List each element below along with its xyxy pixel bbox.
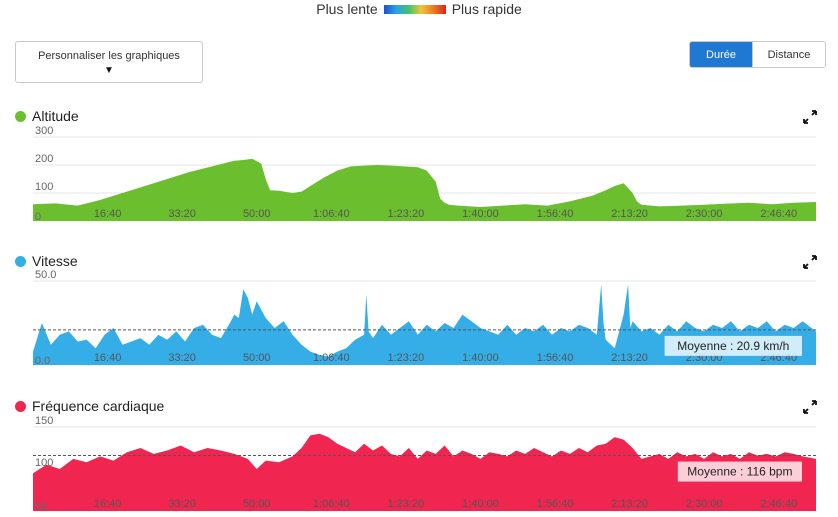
speed-x-tick-label: 1:06:40 — [313, 352, 350, 364]
speed-chart: Vitesse 0.0 50.0 16:40 33:20 50:00 1:06:40 1:2… — [0, 253, 838, 370]
altitude-y-tick-label: 100 — [35, 181, 53, 193]
altitude-chart-title: Altitude — [15, 108, 79, 124]
heart-rate-chart-title: Fréquence cardiaque — [15, 398, 164, 414]
heart-rate-y-tick-label: 100 — [35, 457, 53, 469]
heart-rate-x-tick-label: 1:56:40 — [537, 498, 574, 510]
speed-gradient-bar — [383, 4, 446, 14]
speed-legend-dot — [15, 255, 26, 267]
heart-rate-x-tick-label: 50:00 — [243, 498, 271, 510]
heart-rate-average-label: Moyenne : 116 bpm — [687, 465, 792, 479]
heart-rate-series-area — [33, 433, 816, 511]
heart-rate-y-tick-label: 150 — [35, 415, 53, 427]
altitude-x-tick-label: 2:13:20 — [611, 208, 648, 220]
caret-down-icon: ▼ — [104, 65, 114, 76]
toggle-duration-button[interactable]: Durée — [690, 42, 752, 67]
heart-rate-chart: Fréquence cardiaque 50 100 150 16:40 33:20 50… — [0, 398, 838, 517]
altitude-series-area — [33, 158, 816, 221]
heart-rate-y-tick-label: 50 — [35, 501, 47, 513]
heart-rate-x-tick-label: 16:40 — [94, 498, 122, 510]
speed-average-box — [664, 335, 802, 356]
legend-slow-label: Plus lente — [316, 1, 378, 17]
altitude-y-tick-label: 300 — [35, 125, 53, 137]
heart-rate-x-tick-label: 2:13:20 — [611, 498, 648, 510]
altitude-chart: Altitude 0 100 200 300 16:40 33:20 50:00 1:06:4… — [0, 108, 838, 226]
speed-x-tick-label: 1:40:00 — [462, 352, 499, 364]
heart-rate-legend-dot — [15, 400, 26, 412]
expand-icon[interactable] — [803, 400, 817, 414]
heart-rate-x-tick-label: 2:46:40 — [760, 498, 797, 510]
expand-icon[interactable] — [803, 110, 817, 124]
heart-rate-plot: 50 100 150 16:40 33:20 50:00 1:06:40 1:23:20 1:4… — [33, 415, 816, 513]
speed-plot: 0.0 50.0 16:40 33:20 50:00 1:06:40 1:23:20 1:40… — [33, 269, 816, 367]
axis-mode-toggle[interactable]: Durée Distance — [689, 41, 826, 68]
speed-x-tick-label: 16:40 — [94, 352, 122, 364]
speed-x-tick-label: 1:23:20 — [387, 352, 424, 364]
altitude-x-tick-label: 33:20 — [168, 208, 196, 220]
speed-x-tick-label: 50:00 — [243, 352, 271, 364]
speed-title-text: Vitesse — [32, 253, 78, 269]
speed-y-tick-label: 0.0 — [35, 355, 50, 367]
heart-rate-x-tick-label: 1:40:00 — [462, 498, 499, 510]
altitude-x-tick-label: 1:06:40 — [313, 208, 350, 220]
customize-charts-label: Personnaliser les graphiques — [38, 50, 180, 62]
heart-rate-x-tick-label: 2:30:00 — [686, 498, 723, 510]
heart-rate-average-box — [677, 461, 802, 482]
altitude-y-tick-label: 0 — [35, 211, 41, 223]
altitude-x-tick-label: 1:23:20 — [387, 208, 424, 220]
legend-fast-label: Plus rapide — [451, 1, 522, 17]
altitude-x-tick-label: 50:00 — [243, 208, 271, 220]
heart-rate-x-tick-label: 1:06:40 — [313, 498, 350, 510]
heart-rate-x-tick-label: 33:20 — [168, 498, 196, 510]
speed-x-tick-label: 1:56:40 — [537, 352, 574, 364]
expand-icon[interactable] — [803, 255, 817, 269]
speed-y-tick-label: 50.0 — [35, 269, 56, 281]
heart-rate-x-tick-label: 1:23:20 — [387, 498, 424, 510]
altitude-x-tick-label: 1:40:00 — [462, 208, 499, 220]
altitude-y-tick-label: 200 — [35, 153, 53, 165]
altitude-legend-dot — [15, 110, 26, 122]
altitude-x-tick-label: 2:30:00 — [686, 208, 723, 220]
speed-x-tick-label: 2:13:20 — [611, 352, 648, 364]
speed-average-label: Moyenne : 20.9 km/h — [677, 339, 789, 353]
speed-color-legend: Plus lente Plus rapide — [0, 0, 838, 18]
altitude-plot: 0 100 200 300 16:40 33:20 50:00 1:06:40 1:23:20 1… — [33, 125, 816, 223]
speed-chart-title: Vitesse — [15, 253, 78, 269]
heart-rate-title-text: Fréquence cardiaque — [32, 398, 165, 414]
speed-x-tick-label: 33:20 — [168, 352, 196, 364]
toggle-distance-button[interactable]: Distance — [752, 42, 825, 67]
altitude-x-tick-label: 2:46:40 — [760, 208, 797, 220]
altitude-x-tick-label: 1:56:40 — [537, 208, 574, 220]
altitude-title-text: Altitude — [32, 108, 79, 124]
speed-series-area — [33, 284, 816, 365]
altitude-x-tick-label: 16:40 — [94, 208, 122, 220]
customize-charts-button[interactable]: Personnaliser les graphiques ▼ — [15, 41, 203, 83]
